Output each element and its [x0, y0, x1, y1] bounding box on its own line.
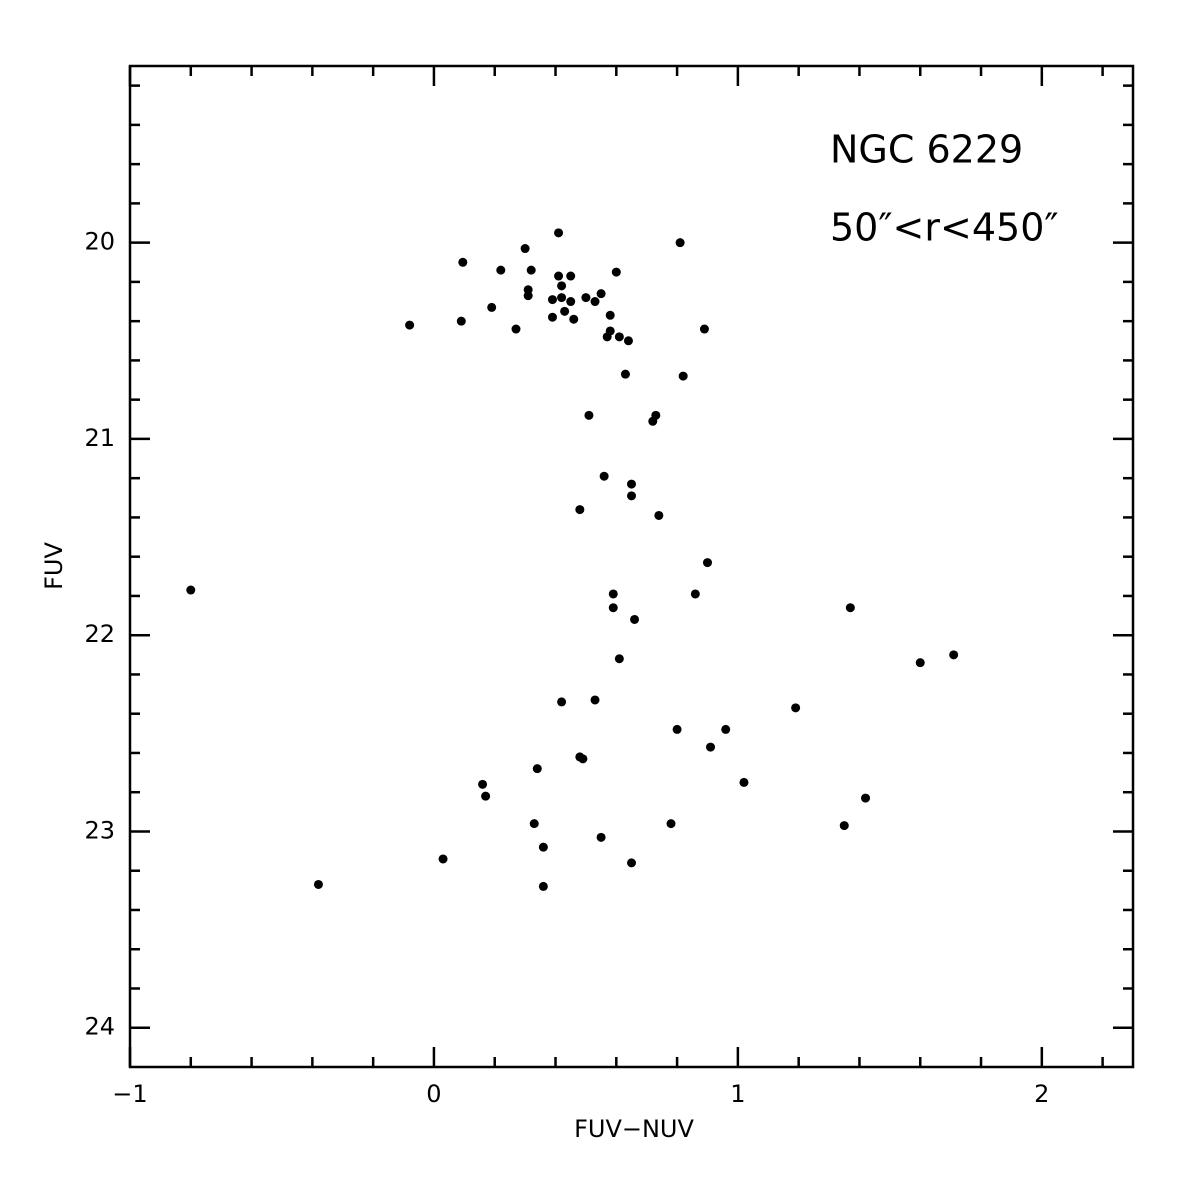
- data-point: [560, 306, 570, 316]
- data-point: [547, 295, 557, 305]
- data-point: [915, 658, 925, 668]
- data-point: [596, 832, 606, 842]
- data-point: [699, 324, 709, 334]
- data-point: [791, 703, 801, 713]
- data-point: [648, 416, 658, 426]
- data-point: [405, 320, 415, 330]
- data-point: [481, 791, 491, 801]
- data-point: [627, 491, 636, 501]
- data-point: [313, 879, 323, 889]
- data-point: [547, 312, 557, 322]
- data-point: [581, 293, 591, 303]
- x-tick-label: −1: [112, 1080, 147, 1108]
- data-point: [608, 603, 618, 613]
- data-point: [614, 654, 624, 664]
- x-axis-label: FUV−NUV: [574, 1115, 694, 1143]
- x-tick-label: 0: [426, 1080, 441, 1108]
- data-point: [496, 265, 506, 275]
- data-point: [706, 742, 716, 752]
- data-point: [438, 854, 448, 864]
- data-point: [554, 228, 564, 238]
- data-point: [949, 650, 959, 660]
- plot-frame: [128, 64, 1135, 1069]
- data-point: [623, 336, 633, 346]
- data-point: [739, 777, 749, 787]
- data-point: [575, 505, 585, 515]
- data-point: [599, 471, 609, 481]
- data-point: [690, 589, 700, 599]
- data-point: [590, 695, 600, 705]
- data-point: [608, 589, 618, 599]
- y-axis-label: FUV: [40, 542, 68, 590]
- data-point: [721, 724, 731, 734]
- data-point: [678, 371, 688, 381]
- data-point: [675, 238, 685, 248]
- data-point: [456, 316, 466, 326]
- data-point: [538, 842, 548, 852]
- data-point: [557, 293, 567, 303]
- y-tick-label: 24: [84, 1013, 115, 1041]
- annotation: NGC 6229: [830, 128, 1023, 172]
- data-point: [526, 265, 536, 275]
- data-point: [554, 271, 564, 281]
- data-point: [839, 821, 849, 831]
- data-point: [478, 779, 488, 789]
- data-point: [672, 724, 682, 734]
- data-point: [861, 793, 871, 803]
- x-tick-label: 1: [730, 1080, 745, 1108]
- data-point: [602, 332, 612, 342]
- data-point: [511, 324, 521, 334]
- data-point: [538, 881, 548, 891]
- data-point: [584, 410, 594, 420]
- data-point: [666, 819, 676, 829]
- data-point: [654, 510, 664, 520]
- data-point: [532, 764, 542, 774]
- y-tick-label: 22: [84, 620, 115, 648]
- data-point: [557, 697, 567, 707]
- data-point: [458, 257, 468, 267]
- data-point: [611, 267, 621, 277]
- y-tick-label: 23: [84, 816, 115, 844]
- data-point: [578, 754, 588, 764]
- data-point: [487, 302, 497, 312]
- data-point: [186, 585, 196, 595]
- data-point: [523, 291, 533, 301]
- data-point: [614, 332, 624, 342]
- data-point: [620, 369, 630, 379]
- data-point: [566, 297, 576, 307]
- data-point: [627, 858, 636, 868]
- data-point: [630, 614, 640, 624]
- y-tick-label: 20: [84, 228, 115, 256]
- data-point: [702, 558, 712, 568]
- data-point: [596, 289, 606, 299]
- data-point: [590, 297, 600, 307]
- data-point: [627, 479, 636, 489]
- data-point: [569, 314, 579, 324]
- x-tick-label: 2: [1034, 1080, 1049, 1108]
- data-point: [529, 819, 539, 829]
- data-point: [566, 271, 576, 281]
- data-point: [520, 244, 530, 254]
- annotation: 50″<r<450″: [830, 206, 1059, 250]
- data-point: [845, 603, 855, 613]
- data-point: [605, 310, 615, 320]
- y-tick-label: 21: [84, 424, 115, 452]
- data-point: [557, 281, 567, 291]
